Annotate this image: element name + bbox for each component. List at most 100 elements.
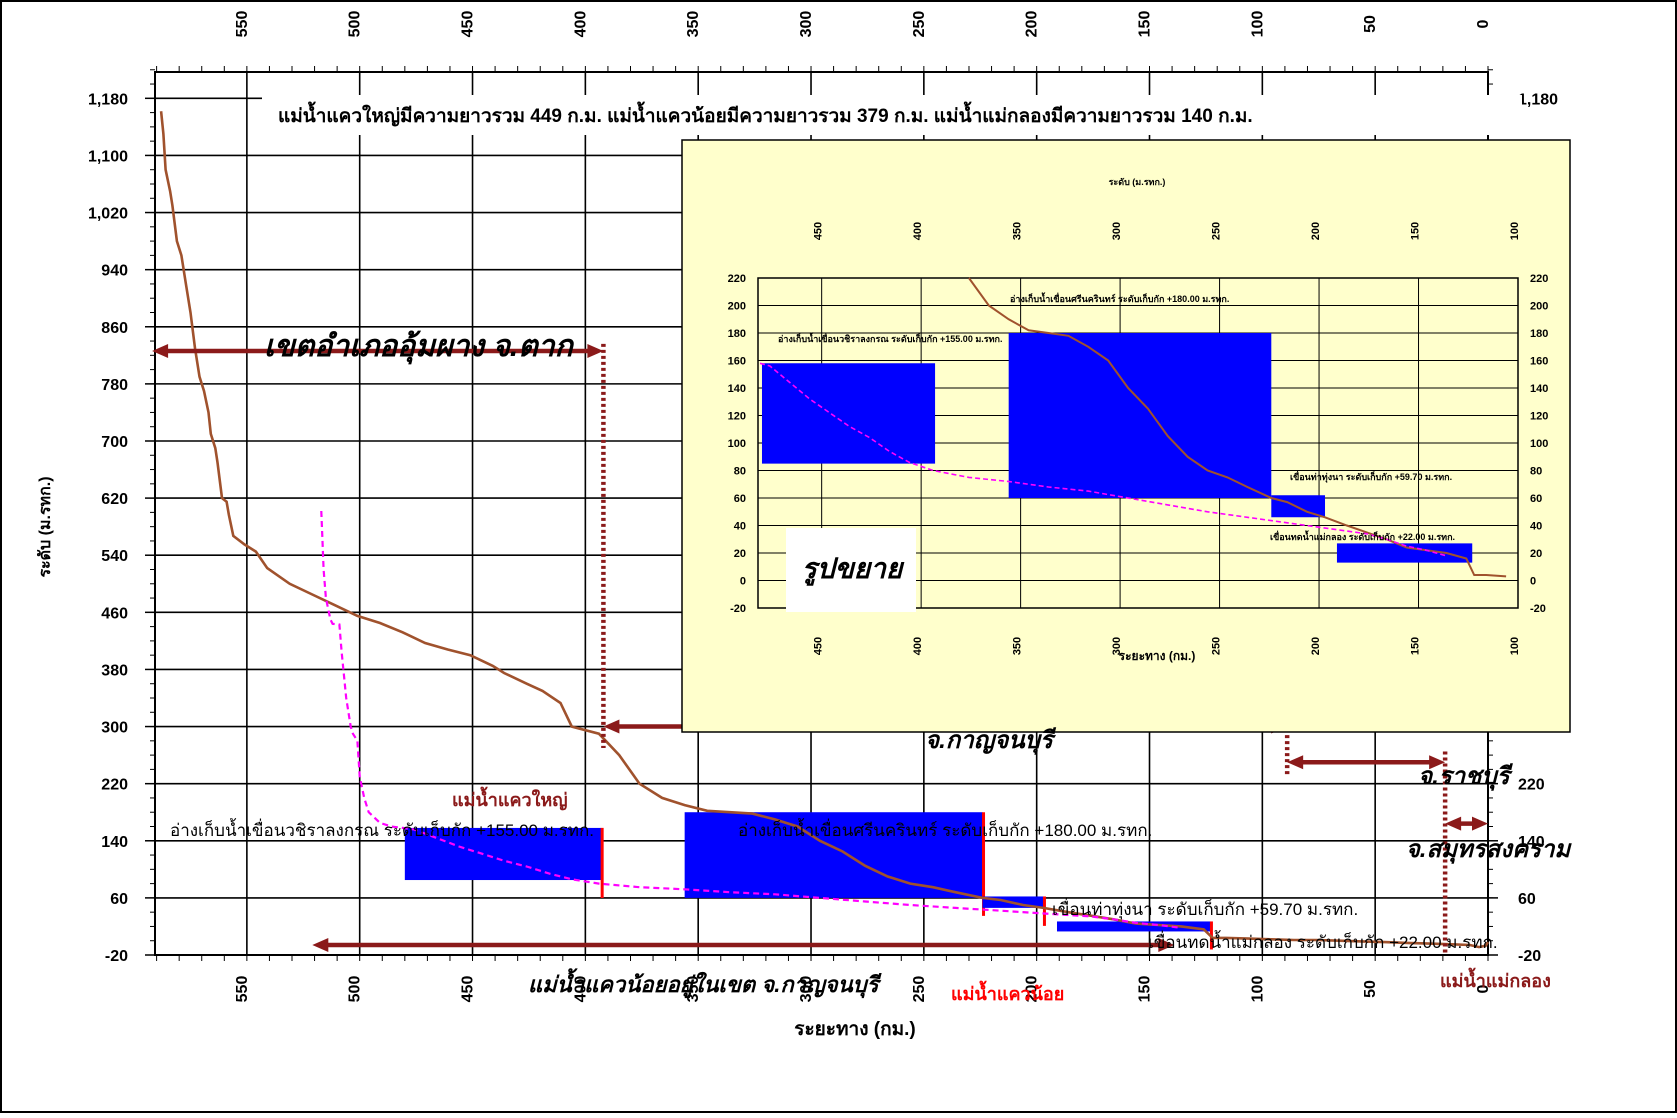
reservoir-block [1056,921,1211,932]
x-tick-label-top: 400 [572,11,589,38]
inset-y-tick-right: 220 [1530,273,1548,285]
inset-y-tick-left: 200 [728,301,746,313]
inset-y-tick-right: 20 [1530,548,1542,560]
region-arrow-head [1445,816,1462,831]
inset-reservoir-block [1008,333,1272,498]
inset-series-khwae-yai [968,277,1507,578]
y-tick-label-left: 140 [101,834,128,851]
y-tick-label-left: 860 [101,320,128,337]
reservoir-label: อ่างเก็บน้ำเขื่อนวชิราลงกรณ ระดับเก็บกัก… [170,818,594,840]
inset-x-axis-label: ระยะทาง (กม.) [1119,649,1196,663]
y-tick-label-left: 1,180 [88,91,128,108]
region-arrow-head [587,344,604,359]
inset-x-tick-top: 250 [1211,222,1223,240]
series-line-khwae-yai [159,111,1490,949]
inset-y-tick-left: 120 [728,411,746,423]
inset-y-tick-left: -20 [730,603,746,615]
x-tick-label-bottom: 500 [347,976,364,1003]
inset-x-tick-bottom: 450 [813,637,825,655]
x-tick-label-bottom: 300 [798,976,815,1003]
inset-x-tick-bottom: 200 [1310,637,1322,655]
inset-x-tick-top: 150 [1410,222,1422,240]
inset-x-tick-bottom: 250 [1211,637,1223,655]
region-label: แม่น้ำแควน้อยอยู่ในเขต จ.กาญจนบุรี [528,968,882,999]
x-tick-label-bottom: 350 [685,976,702,1003]
inset-x-tick-top: 200 [1310,222,1322,240]
y-tick-label-left: 1,020 [88,206,128,223]
inset-y-tick-right: 180 [1530,328,1548,340]
inset-chart: -20 -20 0 0 20 20 40 40 60 60 80 80 100 100 120 120 140 1… [681,139,1571,733]
inset-reservoir-label: อ่างเก็บน้ำเขื่อนวชิราลงกรณ ระดับเก็บกัก… [778,332,1002,344]
y-tick-label-left: 940 [101,263,128,280]
x-tick-label-top: 200 [1024,11,1041,38]
reservoir-label: เขื่อนท่าทุ่งนา ระดับเก็บกัก +59.70 ม.รท… [1052,897,1358,920]
y-tick-label-left: 300 [101,720,128,737]
reservoir-label: เขื่อนทดน้ำแม่กลอง ระดับเก็บกัก +22.00 ม… [1148,930,1498,952]
region-arrow-head [1472,816,1488,831]
x-tick-label-top: 100 [1249,11,1266,38]
x-tick-label-top: 350 [685,11,702,38]
labels: อ่างเก็บน้ำเขื่อนวชิราลงกรณ ระดับเก็บกัก… [36,95,1572,1040]
inset-y-tick-left: 100 [728,438,746,450]
y-tick-label-left: -20 [105,948,128,965]
inset-y-tick-right: 140 [1530,383,1548,395]
inset-y-tick-left: 220 [728,273,746,285]
y-tick-label-right: 220 [1518,777,1545,794]
inset-x-tick-top: 400 [912,222,924,240]
inset-y-tick-right: 40 [1530,521,1542,533]
chart-title: แม่น้ำแควใหญ่มีความยาวรวม 449 ก.ม. แม่น้… [278,101,1253,127]
inset-top-axis-title: ระดับ (ม.รทก.) [1109,177,1166,187]
x-tick-label-bottom: 550 [234,976,251,1003]
inset-reservoir-label: เขื่อนทดน้ำแม่กลอง ระดับเก็บกัก +22.00 ม… [1270,530,1455,542]
x-tick-label-top: 150 [1137,11,1154,38]
inset-x-tick-top: 450 [813,222,825,240]
x-tick-label-bottom: 250 [911,976,928,1003]
y-axis-label: ระดับ (ม.รทก.) [36,476,54,577]
inset-x-tick-bottom: 350 [1012,637,1024,655]
series-line-khwae-noi [320,510,1182,929]
inset-y-tick-left: 80 [734,466,746,478]
region-arrow-head [603,719,620,734]
river-label: แม่น้ำแม่กลอง [1440,967,1551,991]
inset-x-tick-top: 350 [1012,222,1024,240]
inset-y-tick-left: 40 [734,521,746,533]
reservoir-block [684,812,983,898]
x-tick-label-bottom: 400 [572,976,589,1003]
x-tick-label-bottom: 0 [1475,984,1492,993]
x-tick-label-bottom: 100 [1249,976,1266,1003]
region-label: จ.กาญจนบุรี [925,727,1057,755]
inset-y-tick-right: 160 [1530,356,1548,368]
x-tick-label-bottom: 450 [460,976,477,1003]
river-label: แม่น้ำแควใหญ่ [452,786,568,811]
inset-y-tick-left: 60 [734,493,746,505]
y-tick-label-left: 780 [101,377,128,394]
inset-reservoir-label: เขื่อนท่าทุ่งนา ระดับเก็บกัก +59.70 ม.รท… [1290,470,1452,483]
title-background [262,95,1522,135]
inset-y-tick-right: 0 [1530,576,1536,588]
y-tick-label-left: 540 [101,548,128,565]
inset-y-tick-right: 200 [1530,301,1548,313]
river-label: แม่น้ำแควน้อย [951,980,1064,1004]
y-tick-label-right: -20 [1518,948,1541,965]
inset-plot-border [757,277,1519,609]
inset-x-tick-bottom: 300 [1111,637,1123,655]
inset-reservoir-label: อ่างเก็บน้ำเขื่อนศรีนครินทร์ ระดับเก็บกั… [1010,292,1229,304]
inset-x-tick-top: 100 [1509,222,1521,240]
region-arrow-head [312,938,329,953]
inset-y-tick-left: 180 [728,328,746,340]
inset-y-tick-left: 0 [740,576,746,588]
x-tick-label-top: 250 [911,11,928,38]
series [159,111,1490,949]
x-tick-label-bottom: 150 [1137,976,1154,1003]
inset-x-tick-top: 300 [1111,222,1123,240]
y-tick-label-right: 60 [1518,891,1536,908]
region-label: เขตอำเภออุ้มผาง จ.ตาก [264,330,575,365]
y-tick-label-left: 220 [101,777,128,794]
inset-y-tick-right: 120 [1530,411,1548,423]
x-tick-label-top: 50 [1362,15,1379,33]
inset-label: รูปขยาย [802,553,905,586]
inset-y-tick-right: -20 [1530,603,1546,615]
region-arrow-head [1158,938,1175,953]
region-arrow-head [1287,755,1304,770]
